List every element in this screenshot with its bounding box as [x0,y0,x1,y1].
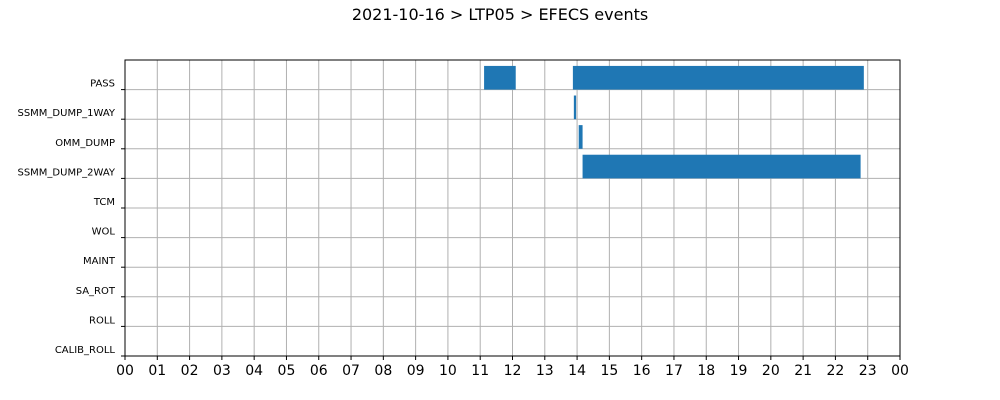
event-bars [484,65,864,179]
x-tick-label: 19 [730,363,748,379]
y-tick-label: PASS [90,79,115,90]
x-tick-label: 22 [827,363,845,379]
grid [124,60,901,357]
event-bar [484,65,516,90]
x-tick-label: 07 [342,363,360,379]
y-tick-label: WOL [92,227,116,238]
y-tick-label: ROLL [89,315,115,326]
x-tick-label: 18 [697,363,715,379]
x-axis: 00 01 02 03 04 05 06 07 08 09 10 11 12 13 14 15 16 17 18 19… [116,356,909,379]
x-tick-label: 02 [181,363,199,379]
x-tick-label: 04 [245,363,263,379]
x-tick-label: 10 [439,363,457,379]
x-tick-label: 23 [859,363,877,379]
x-tick-label: 12 [504,363,522,379]
y-tick-label: SSMM_DUMP_1WAY [17,108,115,119]
x-tick-label: 01 [148,363,166,379]
y-tick-label: MAINT [83,256,116,267]
x-tick-label: 11 [471,363,489,379]
event-bar [578,125,583,149]
y-tick-label: OMM_DUMP [55,138,115,149]
x-tick-label: 13 [536,363,554,379]
chart-title: 2021-10-16 > LTP05 > EFECS events [351,5,649,24]
y-tick-label: CALIB_ROLL [55,345,116,356]
x-tick-label: 20 [762,363,780,379]
x-tick-label: 06 [310,363,328,379]
event-bar [573,95,577,120]
x-tick-label: 08 [374,363,392,379]
x-tick-label: 14 [568,363,586,379]
y-axis: PASS SSMM_DUMP_1WAY OMM_DUMP SSMM_DUMP_2WAY… [17,79,125,357]
x-tick-label: 21 [794,363,812,379]
x-tick-label: 16 [633,363,651,379]
y-tick-label: SA_ROT [76,286,116,297]
x-tick-label: 00 [116,363,134,379]
x-tick-label: 00 [891,363,909,379]
y-tick-label: SSMM_DUMP_2WAY [17,167,115,178]
x-tick-label: 09 [407,363,425,379]
event-bar [572,65,864,90]
y-tick-label: TCM [93,197,115,208]
x-tick-label: 15 [600,363,618,379]
event-bar [582,154,861,179]
x-tick-label: 05 [278,363,296,379]
x-tick-label: 03 [213,363,231,379]
x-tick-label: 17 [665,363,683,379]
